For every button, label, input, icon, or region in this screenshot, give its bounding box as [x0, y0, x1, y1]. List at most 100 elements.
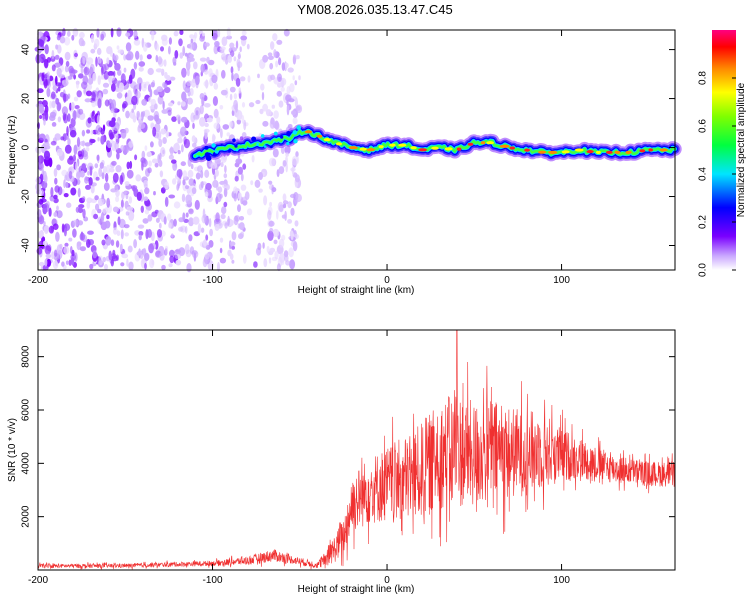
noise-blob — [76, 137, 81, 147]
ridge-peak — [486, 141, 494, 145]
noise-blob — [213, 108, 219, 119]
noise-blob — [250, 180, 254, 186]
noise-blob — [142, 218, 149, 224]
noise-blob — [76, 171, 81, 180]
noise-blob — [86, 61, 90, 68]
noise-blob — [64, 242, 69, 247]
noise-blob — [268, 157, 276, 167]
noise-blob — [50, 140, 57, 146]
noise-blob — [282, 193, 287, 202]
noise-blob — [67, 138, 71, 146]
noise-blob — [173, 61, 177, 66]
noise-blob — [262, 54, 269, 63]
noise-blob — [190, 57, 195, 62]
spectrogram-frame — [37, 29, 676, 271]
noise-blob — [64, 51, 71, 61]
noise-blob — [292, 75, 295, 81]
noise-blob — [155, 217, 160, 223]
noise-blob — [162, 137, 167, 144]
noise-blob — [205, 182, 212, 191]
noise-blob — [73, 154, 76, 162]
noise-blob — [184, 52, 188, 57]
noise-blob — [203, 80, 209, 87]
noise-blob — [54, 249, 58, 257]
noise-blob — [68, 170, 73, 180]
noise-blob — [96, 47, 102, 56]
y-tick-label: 40 — [21, 44, 32, 56]
noise-blob — [39, 115, 43, 119]
noise-blob — [122, 101, 128, 108]
noise-blob — [237, 192, 242, 200]
noise-blob — [72, 110, 77, 121]
noise-blob — [247, 75, 251, 83]
noise-blob — [163, 216, 167, 225]
noise-blob — [213, 82, 219, 90]
noise-blob — [276, 39, 283, 45]
noise-blob — [216, 192, 222, 203]
noise-blob — [84, 176, 89, 184]
noise-blob — [188, 217, 194, 227]
noise-blob — [71, 34, 75, 41]
noise-blob — [292, 56, 296, 65]
noise-blob — [265, 109, 272, 117]
noise-blob — [254, 179, 261, 188]
noise-blob — [291, 110, 297, 116]
noise-blob — [213, 44, 219, 55]
noise-blob — [49, 100, 53, 109]
ridge-peak — [538, 150, 547, 154]
ridge-speck — [293, 139, 298, 144]
noise-blob — [46, 57, 52, 63]
noise-blob — [136, 110, 140, 118]
ridge-peak — [659, 148, 668, 152]
noise-blob — [144, 145, 148, 151]
noise-blob — [45, 111, 49, 121]
noise-blob — [85, 90, 93, 97]
ridge-speck — [273, 131, 278, 136]
noise-blob — [220, 128, 223, 139]
colorbar: 0.0 0.2 0.4 0.6 0.8 Normalized spectral ampl… — [698, 30, 747, 277]
noise-blob — [144, 252, 150, 262]
noise-blob — [126, 169, 134, 179]
noise-blob — [237, 223, 241, 229]
ridge-speck — [235, 148, 239, 152]
noise-blob — [169, 249, 175, 257]
noise-blob — [126, 258, 129, 267]
noise-blob — [46, 258, 52, 267]
noise-blob — [127, 79, 133, 84]
x-tick-label: 0 — [384, 275, 390, 286]
noise-blob — [215, 169, 219, 177]
x-tick-label: -100 — [203, 575, 223, 586]
noise-blob — [110, 258, 115, 267]
noise-blob — [36, 88, 44, 94]
noise-blob — [68, 75, 73, 80]
noise-blob — [99, 33, 105, 42]
noise-blob — [51, 122, 57, 127]
noise-blob — [130, 81, 137, 89]
noise-blob — [145, 229, 149, 240]
noise-blob — [140, 157, 146, 164]
noise-blob — [175, 259, 182, 266]
noise-blob — [223, 201, 228, 208]
noise-blob — [221, 206, 227, 215]
noise-blob — [186, 263, 192, 273]
noise-blob — [76, 241, 82, 247]
noise-blob — [292, 117, 298, 125]
spectrogram-noise — [34, 27, 303, 273]
noise-blob — [79, 246, 86, 252]
noise-blob — [187, 169, 194, 178]
ridge-peak — [586, 150, 594, 154]
noise-blob — [70, 102, 75, 111]
noise-blob — [52, 85, 57, 91]
noise-blob — [100, 74, 104, 80]
noise-blob — [294, 220, 299, 227]
x-tick-label: 100 — [553, 575, 570, 586]
noise-blob — [75, 206, 80, 213]
noise-blob — [268, 257, 272, 264]
ridge-peak — [335, 142, 343, 146]
noise-blob — [233, 56, 237, 62]
noise-blob — [120, 199, 124, 209]
noise-blob — [78, 108, 84, 115]
noise-blob — [204, 69, 209, 75]
noise-blob — [87, 230, 94, 235]
